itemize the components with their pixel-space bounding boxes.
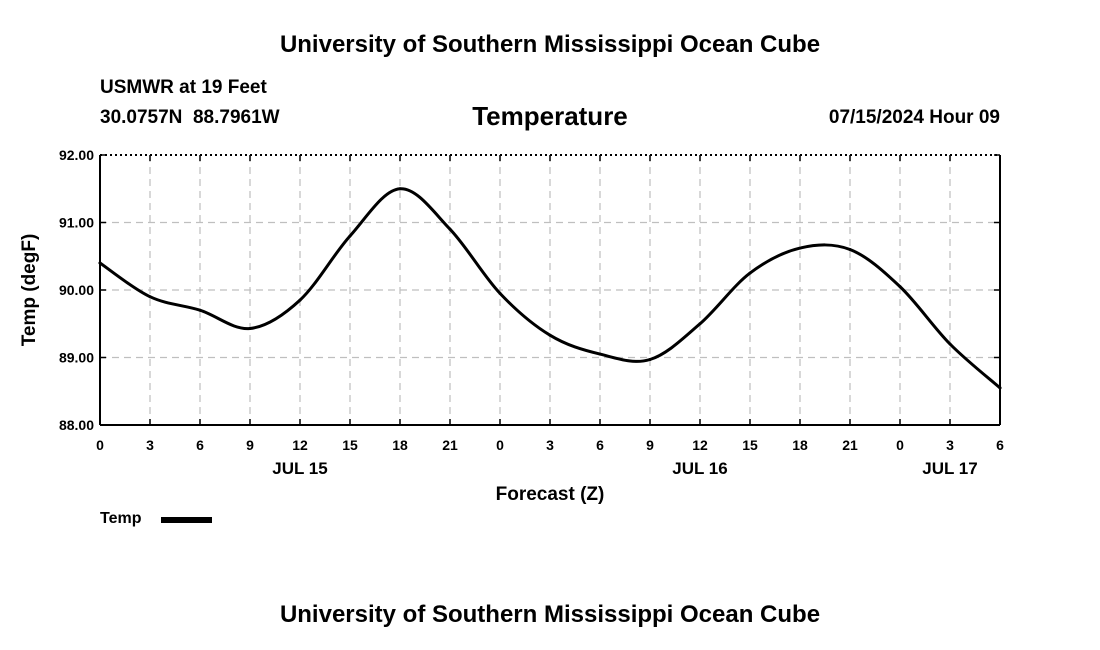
temp-data-point	[698, 322, 702, 326]
x-tick-label: 18	[792, 437, 808, 453]
x-tick-label: 15	[742, 437, 758, 453]
temp-data-point	[298, 298, 302, 302]
chart-title: Temperature	[472, 101, 628, 131]
temp-data-point	[398, 187, 402, 191]
temp-data-point	[448, 227, 452, 231]
x-tick-label: 9	[646, 437, 654, 453]
x-tick-label: 15	[342, 437, 358, 453]
temp-data-point	[248, 326, 252, 330]
x-tick-label: 3	[546, 437, 554, 453]
temp-data-point	[498, 291, 502, 295]
temp-data-point	[648, 358, 652, 362]
x-tick-label: 0	[496, 437, 504, 453]
temp-data-point	[848, 248, 852, 251]
temp-data-point	[748, 271, 752, 275]
x-tick-label: 6	[196, 437, 204, 453]
footer-title: University of Southern Mississippi Ocean…	[279, 601, 821, 628]
x-tick-label: 21	[842, 437, 858, 453]
coordinates-label: 30.0757N 88.7961W	[100, 107, 280, 128]
x-tick-label: 0	[96, 437, 104, 453]
date-label: JUL 17	[922, 459, 977, 478]
temp-data-point	[948, 342, 952, 346]
y-tick-label: 92.00	[59, 147, 94, 163]
x-tick-label: 3	[946, 437, 954, 453]
date-label: JUL 15	[272, 459, 327, 478]
x-tick-label: 9	[246, 437, 254, 453]
y-tick-label: 91.00	[59, 215, 94, 231]
legend-swatch	[161, 517, 212, 523]
timestamp-label: 07/15/2024 Hour 09	[828, 107, 1000, 128]
x-tick-label: 6	[996, 437, 1004, 453]
y-tick-label: 89.00	[59, 350, 94, 366]
x-tick-label: 12	[292, 437, 308, 453]
legend-label: Temp	[100, 510, 142, 527]
page-title: University of Southern Mississippi Ocean…	[279, 31, 821, 58]
x-tick-label: 3	[146, 437, 154, 453]
y-axis-title: Temp (degF)	[19, 234, 40, 347]
x-tick-label: 6	[596, 437, 604, 453]
x-tick-label: 12	[692, 437, 708, 453]
x-axis-title: Forecast (Z)	[496, 484, 605, 505]
temp-data-point	[798, 246, 802, 250]
temp-data-point	[898, 285, 902, 289]
temp-data-point	[148, 295, 152, 299]
y-tick-label: 90.00	[59, 282, 94, 298]
station-label: USMWR at 19 Feet	[100, 77, 267, 98]
x-tick-label: 21	[442, 437, 458, 453]
x-tick-label: 18	[392, 437, 408, 453]
temp-data-point	[548, 333, 552, 337]
temp-data-point	[598, 352, 602, 356]
temp-data-point	[98, 261, 102, 265]
temp-data-point	[998, 386, 1002, 390]
x-tick-label: 0	[896, 437, 904, 453]
y-tick-label: 88.00	[59, 417, 94, 433]
temp-data-point	[348, 234, 352, 238]
temp-data-point	[198, 308, 202, 312]
date-label: JUL 16	[672, 459, 727, 478]
